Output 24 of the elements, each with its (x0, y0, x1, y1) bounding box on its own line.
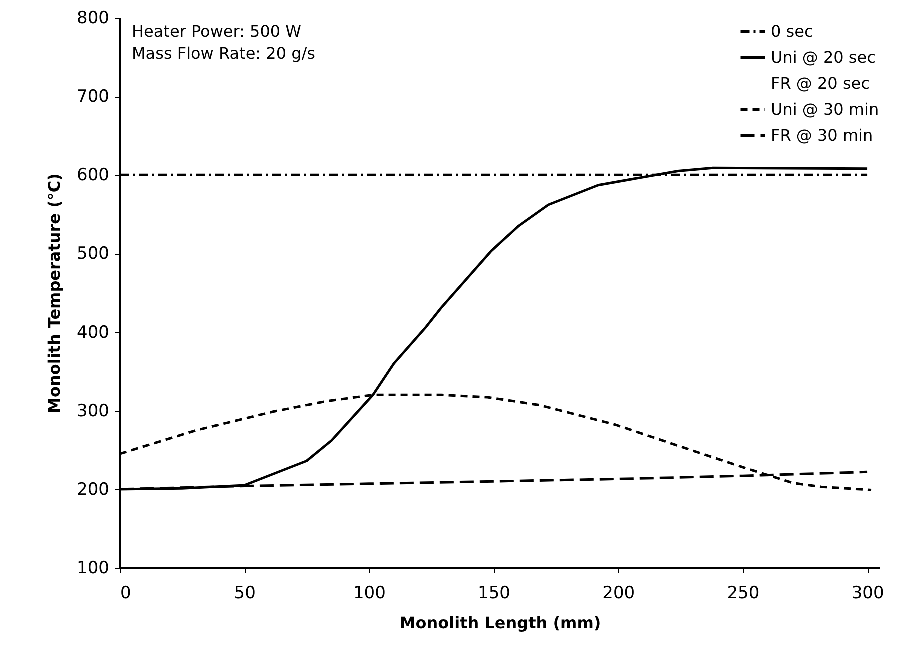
y-tick-label: 500 (77, 244, 110, 264)
annotation: Heater Power: 500 W (132, 22, 302, 41)
x-tick-label: 100 (353, 584, 386, 604)
y-tick-label: 300 (77, 401, 110, 422)
x-tick-label: 300 (852, 584, 884, 604)
x-tick-label: 250 (727, 584, 760, 604)
legend-label: Uni @ 30 min (771, 100, 880, 119)
x-tick-label: 150 (478, 584, 510, 604)
legend-label: FR @ 30 min (771, 126, 874, 145)
annotation: Mass Flow Rate: 20 g/s (132, 44, 316, 63)
text: FR @ 20 sec (771, 74, 870, 93)
y-axis-title: Monolith Temperature (°C) (45, 174, 64, 414)
x-tick-label: 50 (234, 584, 256, 604)
y-tick-label: 100 (77, 558, 110, 578)
y-tick-label: 800 (77, 8, 110, 28)
legend-label: 0 sec (771, 22, 814, 41)
y-tick-label: 700 (77, 87, 110, 108)
y-tick-label: 400 (77, 322, 110, 343)
y-tick-label: 200 (77, 480, 110, 500)
y-tick-label: 600 (77, 166, 110, 186)
x-axis-title: Monolith Length (mm) (400, 614, 602, 632)
x-tick-label: 0 (120, 584, 132, 604)
x-tick-label: 200 (602, 584, 636, 604)
legend-label: Uni @ 20 sec (771, 48, 876, 67)
